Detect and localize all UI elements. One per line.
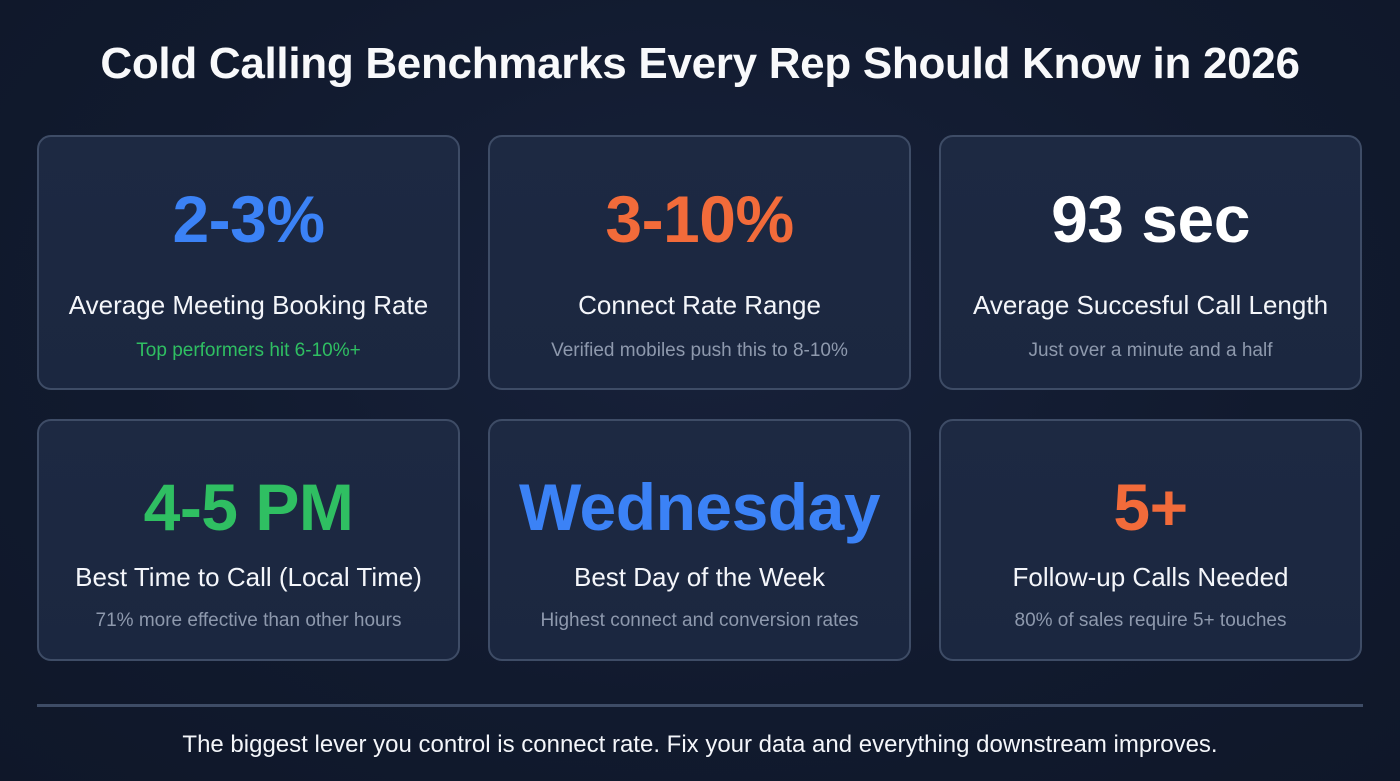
stat-label: Average Succesful Call Length: [972, 290, 1329, 320]
stat-label: Best Day of the Week: [574, 562, 825, 592]
footer-takeaway: The biggest lever you control is connect…: [182, 731, 1218, 758]
card-follow-up-calls: 5+ Follow-up Calls Needed 80% of sales r…: [939, 419, 1362, 661]
stat-value: 4-5 PM: [143, 470, 354, 544]
stat-value: 2-3%: [172, 182, 325, 256]
page-title: Cold Calling Benchmarks Every Rep Should…: [100, 39, 1300, 88]
stat-value: 5+: [1113, 470, 1188, 544]
stat-label: Connect Rate Range: [578, 290, 821, 320]
stat-subtext: Verified mobiles push this to 8-10%: [551, 340, 848, 361]
stat-value: 3-10%: [605, 182, 794, 256]
stat-subtext: Highest connect and conversion rates: [540, 610, 859, 631]
stat-value: 93 sec: [1051, 182, 1250, 256]
benchmark-grid: 2-3% Average Meeting Booking Rate Top pe…: [37, 135, 1363, 661]
stat-label: Average Meeting Booking Rate: [68, 290, 429, 320]
card-best-time: 4-5 PM Best Time to Call (Local Time) 71…: [37, 419, 460, 661]
stat-subtext: Just over a minute and a half: [1028, 340, 1273, 361]
footer-divider: [37, 704, 1363, 707]
stat-label: Follow-up Calls Needed: [1012, 562, 1289, 592]
stat-subtext: Top performers hit 6-10%+: [136, 340, 361, 361]
card-call-length: 93 sec Average Succesful Call Length Jus…: [939, 135, 1362, 390]
stat-value: Wednesday: [518, 470, 881, 544]
stat-label: Best Time to Call (Local Time): [75, 562, 422, 592]
stat-subtext: 71% more effective than other hours: [95, 610, 402, 631]
card-best-day: Wednesday Best Day of the Week Highest c…: [488, 419, 911, 661]
stat-subtext: 80% of sales require 5+ touches: [1014, 610, 1287, 631]
card-connect-rate-range: 3-10% Connect Rate Range Verified mobile…: [488, 135, 911, 390]
card-meeting-booking-rate: 2-3% Average Meeting Booking Rate Top pe…: [37, 135, 460, 390]
